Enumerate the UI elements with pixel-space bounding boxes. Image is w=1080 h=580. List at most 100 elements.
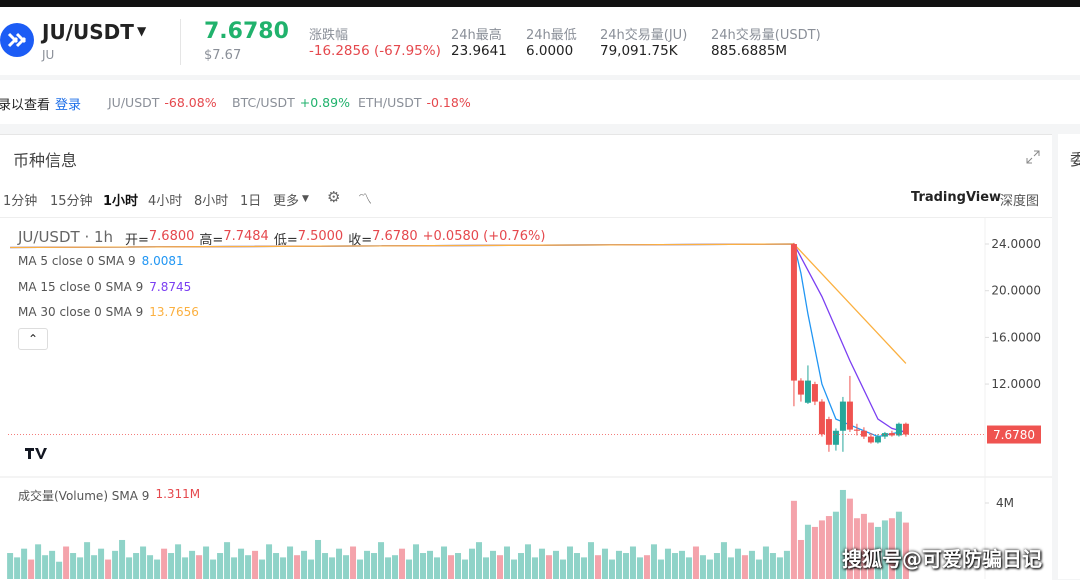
volume-bar xyxy=(538,548,545,579)
volume-bar xyxy=(301,550,308,579)
volume-bar xyxy=(881,520,888,579)
volume-bar xyxy=(49,550,56,579)
volume-bar xyxy=(392,555,399,579)
volume-bar xyxy=(273,553,280,579)
y-tick-label: 20.0000 xyxy=(991,284,1041,298)
ma-value: 7.8745 xyxy=(149,279,192,294)
volume-bar xyxy=(769,553,776,579)
caret[interactable]: ▼ xyxy=(302,194,309,204)
ma-value: 8.0081 xyxy=(141,254,184,268)
view-tab[interactable]: 深度图 xyxy=(1000,194,1040,209)
ma-line xyxy=(10,243,907,433)
volume-bar xyxy=(441,546,448,579)
volume-bar xyxy=(105,559,112,579)
ticker-change: -0.18% xyxy=(426,95,471,110)
volume-bar xyxy=(70,553,77,579)
stat-label: 24h交易量(USDT) xyxy=(711,28,821,43)
volume-bar xyxy=(790,500,797,579)
stat-value: 23.9641 xyxy=(451,43,507,59)
stat-value: -16.2856 (-67.95%) xyxy=(309,43,441,59)
dropdown-caret[interactable]: ▼ xyxy=(137,24,147,38)
volume-bar xyxy=(902,522,909,579)
stat-value: 6.0000 xyxy=(526,43,574,59)
panel-title: 币种信息 xyxy=(13,151,78,170)
pair[interactable]: JU/USDT xyxy=(42,20,134,44)
interval-tab[interactable]: 1分钟 xyxy=(3,194,38,209)
stat-value: 79,091.75K xyxy=(600,43,678,59)
volume-bar xyxy=(252,550,259,579)
volume-bar xyxy=(524,544,531,579)
volume-bar xyxy=(161,548,168,579)
volume-bar xyxy=(559,559,566,579)
volume-bar xyxy=(566,546,573,579)
volume-bar xyxy=(685,557,692,579)
volume-bar xyxy=(545,555,552,579)
settings-icon[interactable]: ⚙ xyxy=(327,188,341,206)
stat-label: 涨跌幅 xyxy=(309,28,349,43)
ticker-pair[interactable]: JU/USDT xyxy=(108,95,160,110)
price-label: 7.6780 xyxy=(993,428,1035,442)
volume-bar xyxy=(266,544,273,579)
volume-bar xyxy=(21,548,28,579)
price-usd: $7.67 xyxy=(204,48,242,63)
volume-bar xyxy=(874,526,881,579)
interval-tab[interactable]: 15分钟 xyxy=(50,194,93,209)
interval-tab[interactable]: 更多 xyxy=(273,194,300,209)
interval-tab[interactable]: 1日 xyxy=(240,194,262,209)
ohlc-value: 7.6780 xyxy=(372,229,418,244)
divider xyxy=(0,217,1052,218)
indicator-icon[interactable]: 〽 xyxy=(358,192,372,208)
volume-bar xyxy=(699,555,706,579)
volume-bar xyxy=(587,542,594,579)
coin-logo xyxy=(0,23,34,57)
volume-bar xyxy=(657,559,664,579)
candle-body xyxy=(867,436,874,443)
interval-tab[interactable]: 1小时 xyxy=(103,194,139,209)
volume-bar xyxy=(643,555,650,579)
view-tab[interactable]: TradingView xyxy=(911,190,1002,205)
ticker-pair[interactable]: BTC/USDT xyxy=(232,95,295,110)
stat-value: 885.6885M xyxy=(711,43,788,59)
volume-bar xyxy=(825,516,832,579)
volume-bar xyxy=(182,557,189,579)
ticker-change: -68.08% xyxy=(164,95,217,110)
ticker-pair[interactable]: ETH/USDT xyxy=(358,95,422,110)
volume-bar xyxy=(140,546,147,579)
volume-bar xyxy=(713,553,720,579)
volume-bar xyxy=(413,544,420,579)
volume-bar xyxy=(322,553,329,579)
interval-tab[interactable]: 8小时 xyxy=(194,194,229,209)
candle-body xyxy=(825,419,832,445)
volume-bar xyxy=(56,561,63,579)
notice: 录以查看 xyxy=(0,98,51,113)
volume-bar xyxy=(846,498,853,579)
volume-bar xyxy=(203,546,210,579)
ohlc-label: 收= xyxy=(348,233,373,248)
collapse-button[interactable]: ⌃ xyxy=(18,328,48,350)
volume-bar xyxy=(280,557,287,579)
price-label-box xyxy=(987,425,1041,444)
volume-bar xyxy=(608,559,615,579)
candle-body xyxy=(874,436,881,443)
volume-sma: 1.311M xyxy=(155,487,201,501)
volume-bar xyxy=(601,548,608,579)
candle-body xyxy=(832,430,839,445)
stat-label: 24h最低 xyxy=(526,28,577,43)
volume-bar xyxy=(217,553,224,579)
volume-bar xyxy=(98,548,105,579)
volume-bar xyxy=(329,557,336,579)
login-link[interactable]: 登录 xyxy=(55,98,82,113)
candle-body xyxy=(790,244,797,381)
candle-body xyxy=(818,401,825,435)
volume-bar xyxy=(406,559,413,579)
volume-bar xyxy=(287,546,294,579)
volume-bar xyxy=(811,526,818,579)
volume-bar xyxy=(175,544,182,579)
expand-icon[interactable] xyxy=(1026,150,1040,164)
chart: 24.0000 20.0000 16.0000 12.0000 4M 7.6780 xyxy=(0,218,1052,579)
legend-change: +0.0580 (+0.76%) xyxy=(422,229,546,244)
candle-body xyxy=(839,401,846,431)
interval-tab[interactable]: 4小时 xyxy=(148,194,183,209)
volume-bar xyxy=(510,559,517,579)
volume-bar xyxy=(259,559,266,579)
